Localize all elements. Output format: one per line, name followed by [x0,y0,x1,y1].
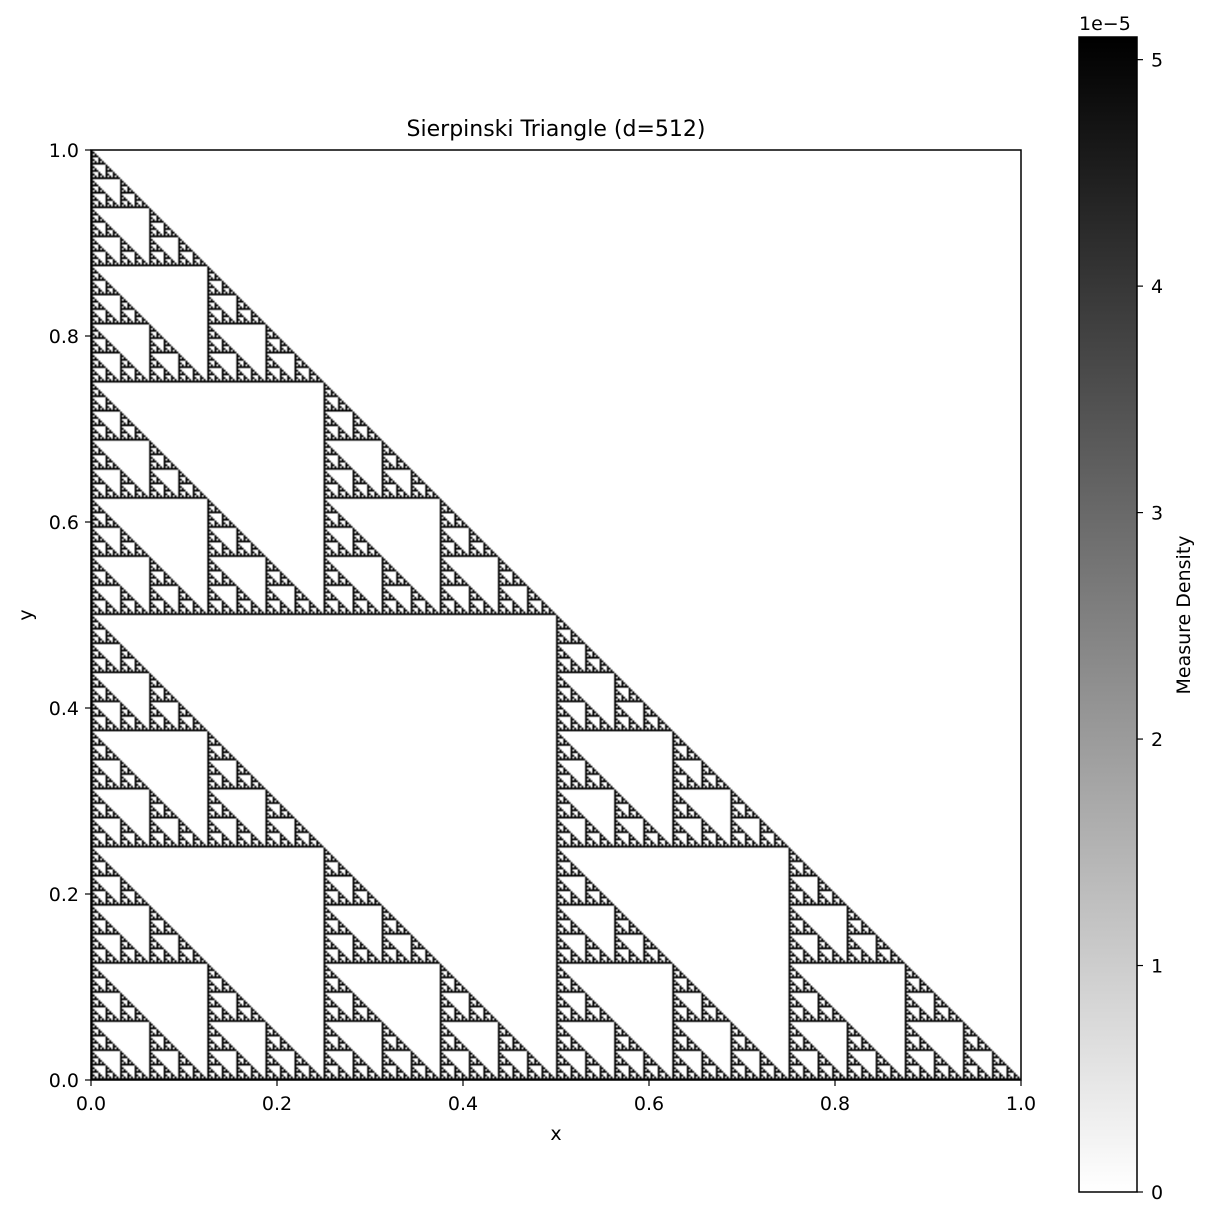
colorbar-tick-label: 2 [1151,729,1163,751]
y-tick-label: 0.0 [49,1070,79,1092]
colorbar: 0 1 2 3 4 5 1e−5 Measure Density [1078,13,1195,1204]
colorbar-ticks: 0 1 2 3 4 5 [1137,50,1163,1204]
colorbar-gradient [1078,36,1138,1193]
chart-title: Sierpinski Triangle (d=512) [407,117,706,142]
x-axis-ticks: 0.0 0.2 0.4 0.6 0.8 1.0 [76,1080,1036,1115]
fractal-heatmap [91,150,1021,1080]
colorbar-tick-label: 3 [1151,503,1163,525]
y-tick-label: 0.6 [49,512,79,534]
y-tick-label: 0.8 [49,326,79,348]
y-axis-label: y [15,609,37,620]
y-tick-label: 0.4 [49,698,79,720]
plot-area [90,149,1022,1081]
x-axis-label: x [550,1123,561,1145]
x-tick-label: 1.0 [1006,1093,1036,1115]
plot-frame [90,149,1022,1081]
colorbar-offset-text: 1e−5 [1079,13,1131,35]
x-tick-label: 0.0 [76,1093,106,1115]
colorbar-tick-label: 1 [1151,956,1163,978]
colorbar-tick-label: 0 [1151,1182,1163,1204]
y-tick-label: 0.2 [49,884,79,906]
x-tick-label: 0.8 [820,1093,850,1115]
y-tick-label: 1.0 [49,140,79,162]
colorbar-tick-label: 5 [1151,50,1163,72]
x-tick-label: 0.6 [634,1093,664,1115]
x-tick-label: 0.2 [262,1093,292,1115]
colorbar-label: Measure Density [1173,535,1195,694]
colorbar-tick-label: 4 [1151,276,1163,298]
y-axis-ticks: 0.0 0.2 0.4 0.6 0.8 1.0 [49,140,91,1092]
x-tick-label: 0.4 [448,1093,478,1115]
